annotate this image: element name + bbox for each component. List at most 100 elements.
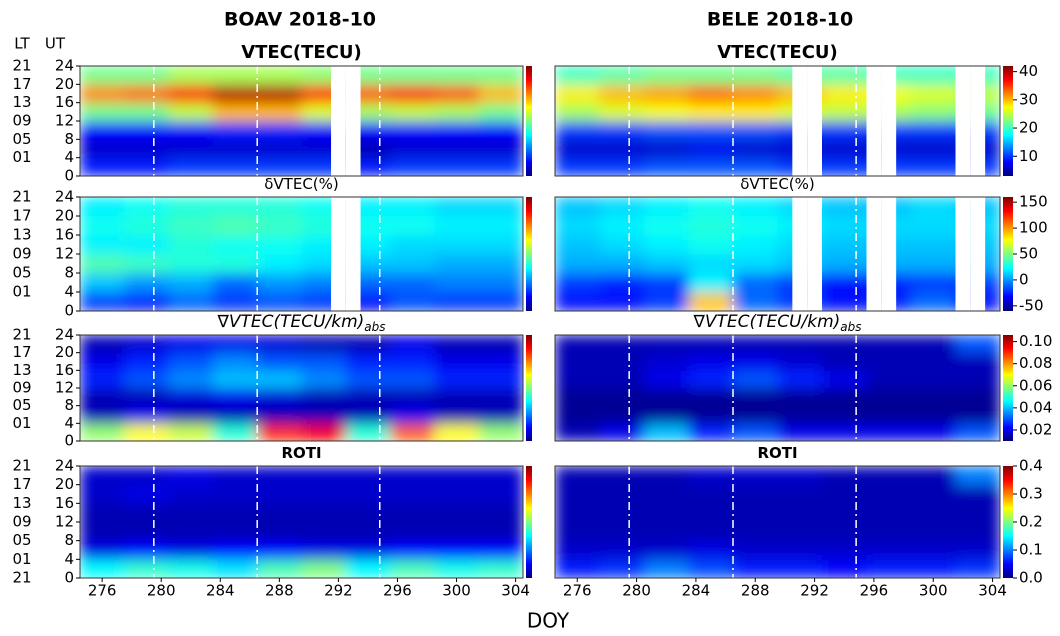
heat-cell bbox=[212, 484, 258, 504]
heat-cell bbox=[822, 139, 867, 159]
heat-cell bbox=[80, 84, 125, 104]
heat-cell bbox=[257, 370, 302, 389]
heat-cell bbox=[257, 254, 302, 274]
heat-cell bbox=[168, 484, 214, 504]
lt-tick-label: 17 bbox=[12, 475, 31, 493]
heat-cell bbox=[911, 216, 956, 236]
heat-cell bbox=[822, 254, 867, 274]
plot-frame bbox=[554, 65, 1001, 177]
heat-cell bbox=[644, 121, 689, 140]
heat-cell bbox=[124, 335, 170, 354]
heat-cell bbox=[555, 102, 600, 122]
data-gap bbox=[792, 66, 808, 176]
heat-cell bbox=[866, 522, 912, 542]
heat-cell bbox=[124, 273, 170, 293]
heat-cell bbox=[124, 121, 170, 140]
colorbar-tick-label: 0 bbox=[1019, 270, 1029, 288]
lt-tick-label: 17 bbox=[12, 207, 31, 225]
heat-cell bbox=[733, 121, 778, 140]
heat-cell bbox=[124, 157, 170, 176]
heat-cell bbox=[124, 388, 170, 407]
heat-cell bbox=[80, 102, 125, 122]
heat-cell bbox=[644, 216, 689, 236]
heat-cell bbox=[599, 522, 645, 542]
heat-cell bbox=[345, 484, 391, 504]
lt-tick-label: 13 bbox=[12, 361, 31, 379]
y-tick-label: 4 bbox=[64, 550, 74, 568]
x-tick-label: 276 bbox=[88, 582, 117, 600]
heat-cell bbox=[301, 466, 347, 486]
heat-cell bbox=[478, 216, 523, 236]
heat-cell bbox=[168, 66, 214, 85]
heat-cell bbox=[644, 503, 689, 523]
heat-cell bbox=[644, 388, 689, 407]
heat-cell bbox=[911, 66, 956, 85]
lt-tick-label: 21 bbox=[12, 457, 31, 475]
heat-cell bbox=[644, 254, 689, 274]
heat-cell bbox=[866, 559, 912, 578]
data-gap bbox=[866, 66, 882, 176]
heat-cell bbox=[599, 423, 645, 441]
heat-cell bbox=[644, 540, 689, 560]
heat-cell bbox=[955, 522, 1000, 542]
heat-cell bbox=[777, 559, 823, 578]
heat-cell bbox=[124, 254, 170, 274]
heat-cell bbox=[212, 216, 258, 236]
heat-cell bbox=[257, 66, 302, 85]
heat-cell bbox=[345, 559, 391, 578]
heat-cell bbox=[688, 102, 734, 122]
heat-cell bbox=[390, 335, 435, 354]
y-tick-label: 4 bbox=[64, 414, 74, 432]
heat-cell bbox=[822, 540, 867, 560]
heat-cell bbox=[688, 370, 734, 389]
colorbar-tick-label: 0.0 bbox=[1019, 569, 1043, 587]
heat-cell bbox=[434, 121, 480, 140]
heat-cell bbox=[911, 370, 956, 389]
heat-cell bbox=[257, 84, 302, 104]
heat-cell bbox=[688, 540, 734, 560]
heat-cell bbox=[911, 335, 956, 354]
y-tick-label: 4 bbox=[64, 283, 74, 301]
plot-area bbox=[80, 197, 523, 311]
heat-cell bbox=[212, 273, 258, 293]
heat-cell bbox=[80, 216, 125, 236]
heat-cell bbox=[644, 370, 689, 389]
colorbar-tick-label: 0.08 bbox=[1019, 354, 1052, 372]
heat-cell bbox=[911, 540, 956, 560]
heat-cell bbox=[301, 503, 347, 523]
y-tick-label: 8 bbox=[64, 396, 74, 414]
colorbar-tick-label: 150 bbox=[1019, 193, 1048, 211]
heat-cell bbox=[555, 139, 600, 159]
heat-cell bbox=[777, 466, 823, 486]
x-tick-label: 288 bbox=[265, 582, 294, 600]
y-tick-label: 8 bbox=[64, 264, 74, 282]
heat-cell bbox=[733, 388, 778, 407]
lt-label: LT bbox=[14, 35, 30, 53]
heat-cell bbox=[212, 405, 258, 424]
title-text: ROTI bbox=[281, 444, 321, 462]
data-gap bbox=[955, 197, 971, 311]
heat-cell bbox=[733, 84, 778, 104]
colorbar bbox=[1003, 466, 1013, 578]
panel-title: ∇VTEC(TECU/km)abs bbox=[692, 312, 861, 334]
heat-cell bbox=[688, 405, 734, 424]
y-tick-label: 12 bbox=[55, 513, 74, 531]
heat-cell bbox=[555, 466, 600, 486]
heat-cell bbox=[911, 235, 956, 255]
heat-cell bbox=[80, 559, 125, 578]
data-gap bbox=[807, 66, 822, 176]
colorbar-tick-label: 40 bbox=[1019, 62, 1038, 80]
heat-cell bbox=[733, 235, 778, 255]
heat-cell bbox=[257, 484, 302, 504]
heat-cell bbox=[390, 388, 435, 407]
heat-cell bbox=[911, 484, 956, 504]
heat-cell bbox=[390, 157, 435, 176]
heat-cell bbox=[478, 388, 523, 407]
heat-cell bbox=[80, 139, 125, 159]
heat-cell bbox=[434, 405, 480, 424]
heat-cell bbox=[555, 370, 600, 389]
heat-cell bbox=[644, 66, 689, 85]
heat-cell bbox=[955, 540, 1000, 560]
heat-cell bbox=[390, 139, 435, 159]
